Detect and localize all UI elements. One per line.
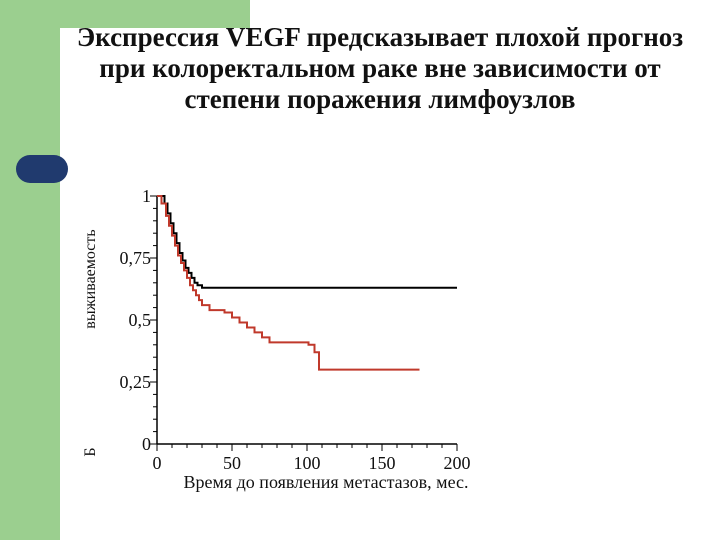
axis-ticks xyxy=(150,195,458,451)
series-lines xyxy=(157,195,457,371)
title-line-2: при колоректальном раке вне зависимости … xyxy=(99,53,661,83)
title-line-3: степени поражения лимфоузлов xyxy=(184,84,576,114)
x-tick-label: 150 xyxy=(369,453,396,473)
y-tick-label: 0 xyxy=(142,434,151,454)
slide-title: Экспрессия VEGF предсказывает плохой про… xyxy=(40,22,720,115)
y-axis-label: выживаемость xyxy=(82,229,99,328)
x-tick-label: 0 xyxy=(153,453,162,473)
x-tick-label: 100 xyxy=(294,453,321,473)
green-sidebar xyxy=(0,0,60,540)
y-tick-label: 0,75 xyxy=(120,248,152,268)
series-line-1 xyxy=(157,195,457,289)
content-panel xyxy=(60,28,720,540)
chart-axes xyxy=(156,196,457,445)
y-tick-label: 0,5 xyxy=(129,310,152,330)
accent-tab xyxy=(16,155,68,183)
y-tick-label: 1 xyxy=(142,186,151,206)
y-axis-label-prefix: Б xyxy=(82,447,99,456)
title-line-1: Экспрессия VEGF предсказывает плохой про… xyxy=(76,22,684,52)
x-axis-label: Время до появления метастазов, мес. xyxy=(183,472,468,492)
series-line-2 xyxy=(157,195,420,371)
axis-tick-labels: 0 0,25 0,5 0,75 1 0 50 100 150 200 xyxy=(120,186,471,473)
x-tick-label: 50 xyxy=(223,453,241,473)
green-top-bar xyxy=(0,0,250,28)
x-tick-label: 200 xyxy=(444,453,471,473)
y-tick-label: 0,25 xyxy=(120,372,152,392)
